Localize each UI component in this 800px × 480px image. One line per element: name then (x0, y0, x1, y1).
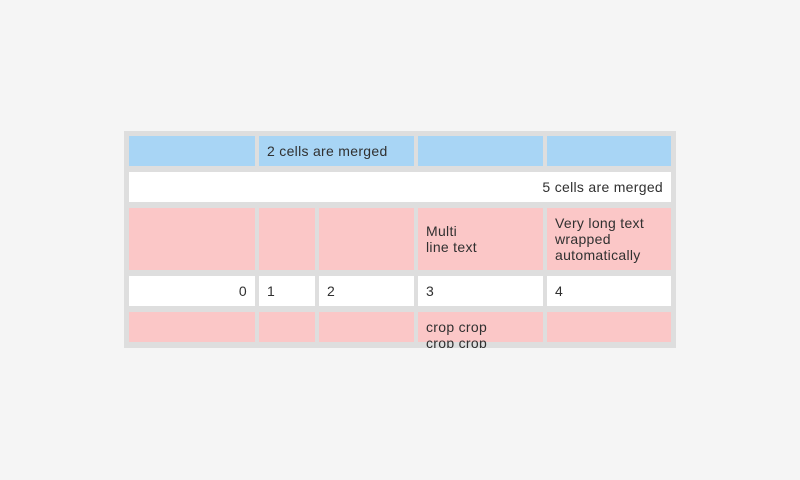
table-cell-r3c3[interactable] (319, 208, 414, 270)
number-cell-4[interactable]: 4 (547, 276, 671, 306)
cropped-text-cell[interactable]: crop crop crop crop (418, 312, 543, 348)
number-cell-2[interactable]: 2 (319, 276, 414, 306)
table-cell-r1c4[interactable] (418, 136, 543, 166)
number-cell-3[interactable]: 3 (418, 276, 543, 306)
wrapped-text-cell[interactable]: Very long text wrapped automatically (547, 208, 671, 270)
table-cell-r5c1[interactable] (129, 312, 255, 342)
number-cell-1[interactable]: 1 (259, 276, 315, 306)
table-cell-r5c5[interactable] (547, 312, 671, 342)
table-cell-r5c2[interactable] (259, 312, 315, 342)
table-cell-r5c3[interactable] (319, 312, 414, 342)
table-cell-r1c5[interactable] (547, 136, 671, 166)
table-cell-r1c1[interactable] (129, 136, 255, 166)
number-cell-0[interactable]: 0 (129, 276, 255, 306)
multi-line-text-cell[interactable]: Multi line text (418, 208, 543, 270)
table-cell-r3c2[interactable] (259, 208, 315, 270)
table-cell-r3c1[interactable] (129, 208, 255, 270)
merged-2-cells-cell[interactable]: 2 cells are merged (259, 136, 414, 166)
table: 2 cells are merged 5 cells are merged Mu… (124, 131, 676, 348)
merged-5-cells-cell[interactable]: 5 cells are merged (129, 172, 671, 202)
